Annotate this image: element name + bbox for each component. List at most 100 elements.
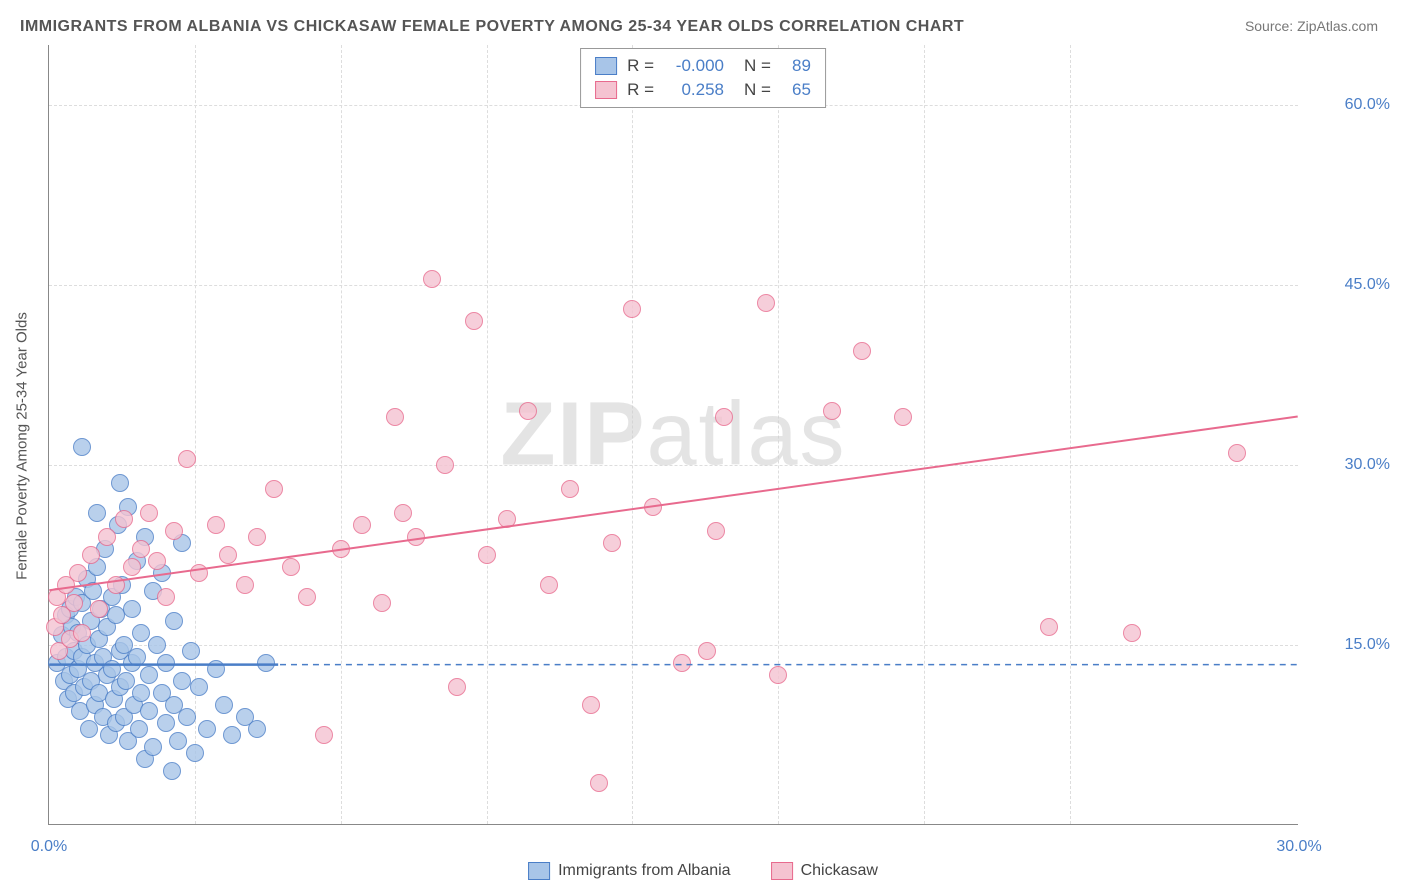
regression-layer xyxy=(49,45,1298,824)
scatter-point xyxy=(394,504,412,522)
scatter-point xyxy=(673,654,691,672)
scatter-point xyxy=(169,732,187,750)
scatter-point xyxy=(190,564,208,582)
legend-swatch xyxy=(595,57,617,75)
scatter-point xyxy=(1040,618,1058,636)
scatter-point xyxy=(769,666,787,684)
gridline-vertical xyxy=(778,45,779,824)
scatter-point xyxy=(132,540,150,558)
scatter-point xyxy=(823,402,841,420)
scatter-point xyxy=(698,642,716,660)
scatter-point xyxy=(157,714,175,732)
legend-swatch xyxy=(595,81,617,99)
scatter-point xyxy=(315,726,333,744)
scatter-point xyxy=(478,546,496,564)
scatter-point xyxy=(582,696,600,714)
scatter-point xyxy=(436,456,454,474)
scatter-point xyxy=(894,408,912,426)
stats-legend-row: R =0.258N =65 xyxy=(595,78,811,102)
scatter-point xyxy=(90,600,108,618)
scatter-point xyxy=(157,654,175,672)
gridline-horizontal xyxy=(49,645,1298,646)
scatter-point xyxy=(707,522,725,540)
scatter-point xyxy=(540,576,558,594)
stat-r-value: 0.258 xyxy=(664,78,724,102)
scatter-point xyxy=(219,546,237,564)
legend-swatch xyxy=(771,862,793,880)
y-axis-title: Female Poverty Among 25-34 Year Olds xyxy=(14,312,31,580)
scatter-point xyxy=(561,480,579,498)
scatter-point xyxy=(82,546,100,564)
scatter-point xyxy=(198,720,216,738)
gridline-vertical xyxy=(1070,45,1071,824)
stat-r-value: -0.000 xyxy=(664,54,724,78)
gridline-horizontal xyxy=(49,285,1298,286)
scatter-point xyxy=(65,594,83,612)
scatter-point xyxy=(498,510,516,528)
series-legend-label: Immigrants from Albania xyxy=(558,862,731,880)
scatter-point xyxy=(603,534,621,552)
scatter-point xyxy=(182,642,200,660)
scatter-point xyxy=(590,774,608,792)
scatter-point xyxy=(757,294,775,312)
series-legend: Immigrants from AlbaniaChickasaw xyxy=(528,862,878,880)
x-tick-label: 0.0% xyxy=(31,838,67,856)
scatter-point xyxy=(73,624,91,642)
scatter-point xyxy=(148,552,166,570)
scatter-point xyxy=(173,672,191,690)
scatter-point xyxy=(128,648,146,666)
scatter-point xyxy=(140,666,158,684)
stat-r-label: R = xyxy=(627,78,654,102)
scatter-point xyxy=(178,708,196,726)
scatter-point xyxy=(248,528,266,546)
scatter-point xyxy=(130,720,148,738)
gridline-vertical xyxy=(924,45,925,824)
scatter-point xyxy=(178,450,196,468)
scatter-point xyxy=(69,564,87,582)
scatter-point xyxy=(715,408,733,426)
scatter-point xyxy=(107,606,125,624)
scatter-point xyxy=(123,558,141,576)
gridline-vertical xyxy=(632,45,633,824)
scatter-point xyxy=(132,624,150,642)
x-tick-label: 30.0% xyxy=(1276,838,1321,856)
scatter-point xyxy=(88,504,106,522)
source-attribution: Source: ZipAtlas.com xyxy=(1245,18,1378,34)
scatter-point xyxy=(165,522,183,540)
scatter-point xyxy=(207,660,225,678)
scatter-point xyxy=(298,588,316,606)
scatter-point xyxy=(190,678,208,696)
scatter-point xyxy=(123,600,141,618)
watermark-light: atlas xyxy=(646,384,846,484)
scatter-point xyxy=(140,702,158,720)
gridline-horizontal xyxy=(49,465,1298,466)
scatter-point xyxy=(223,726,241,744)
stat-n-label: N = xyxy=(744,54,771,78)
scatter-point xyxy=(165,612,183,630)
scatter-point xyxy=(132,684,150,702)
scatter-point xyxy=(407,528,425,546)
y-tick-label: 15.0% xyxy=(1310,636,1390,654)
scatter-point xyxy=(140,504,158,522)
scatter-point xyxy=(115,510,133,528)
stats-legend-row: R =-0.000N =89 xyxy=(595,54,811,78)
scatter-point xyxy=(84,582,102,600)
scatter-point xyxy=(157,588,175,606)
scatter-point xyxy=(80,720,98,738)
scatter-point xyxy=(257,654,275,672)
y-tick-label: 45.0% xyxy=(1310,276,1390,294)
scatter-point xyxy=(207,516,225,534)
scatter-point xyxy=(186,744,204,762)
scatter-point xyxy=(332,540,350,558)
scatter-point xyxy=(423,270,441,288)
scatter-point xyxy=(1123,624,1141,642)
scatter-point xyxy=(236,576,254,594)
scatter-point xyxy=(519,402,537,420)
scatter-point xyxy=(144,738,162,756)
scatter-point xyxy=(248,720,266,738)
gridline-vertical xyxy=(341,45,342,824)
scatter-point xyxy=(353,516,371,534)
scatter-point xyxy=(73,438,91,456)
scatter-point xyxy=(623,300,641,318)
scatter-point xyxy=(215,696,233,714)
